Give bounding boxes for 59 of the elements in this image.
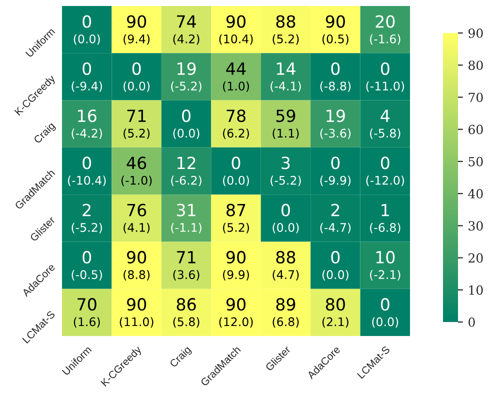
data-label: 0 (-0.5): [72, 250, 102, 280]
data-label: 46 (-1.0): [121, 156, 152, 186]
data-label: 10 (-2.1): [370, 250, 400, 280]
data-label: 2 (-4.7): [320, 204, 351, 234]
data-label: 4 (-5.8): [370, 110, 400, 140]
color-bar-label: 50: [468, 156, 483, 166]
data-label: 0 (-12.0): [366, 156, 404, 186]
color-bar-label: 0: [468, 317, 475, 327]
data-label: 88 (5.2): [272, 15, 299, 45]
data-label: 80 (2.1): [322, 298, 348, 328]
data-label: 78 (6.2): [223, 109, 249, 140]
data-label: 0 (0.0): [272, 204, 299, 234]
data-label: 86 (5.8): [173, 298, 200, 328]
data-label: 90 (0.5): [322, 15, 348, 45]
color-bar-label: 40: [468, 189, 483, 198]
data-label: 19 (-3.6): [320, 109, 351, 140]
data-label: 90 (8.8): [124, 250, 150, 280]
color-bar-label: 60: [468, 124, 483, 134]
color-bar-label: 70: [468, 92, 483, 102]
data-label: 44 (1.0): [223, 62, 249, 92]
data-label: 3 (-5.2): [270, 156, 301, 186]
data-label: 12 (-6.2): [171, 156, 202, 186]
data-label: 71 (5.2): [124, 110, 150, 140]
data-label: 16 (-4.2): [72, 109, 102, 140]
data-label: 1 (-6.8): [370, 204, 400, 234]
data-label: 88 (4.7): [272, 250, 299, 280]
data-label: 0 (-9.4): [72, 62, 102, 92]
data-label: 0 (-11.0): [366, 62, 404, 92]
data-label: 0 (-8.8): [320, 62, 351, 92]
data-label: 59 (1.1): [272, 109, 299, 140]
color-bar-label: 80: [468, 60, 483, 70]
data-label: 20 (-1.6): [370, 15, 400, 45]
data-label: 0 (0.0): [124, 62, 150, 92]
data-label: 90 (12.0): [219, 298, 253, 328]
data-label: 0 (0.0): [173, 109, 200, 140]
data-label: 89 (6.8): [272, 298, 299, 328]
data-label: 90 (9.9): [223, 250, 249, 280]
data-label: 71 (3.6): [173, 251, 200, 280]
data-label: 0 (-9.9): [320, 156, 351, 186]
color-bar-label: 20: [468, 253, 483, 263]
data-label: 90 (10.4): [219, 15, 253, 45]
data-label: 70 (1.6): [74, 298, 100, 328]
data-label: 87 (5.2): [223, 204, 249, 234]
data-label: 19 (-5.2): [171, 62, 202, 92]
color-bar-label: 30: [468, 221, 483, 231]
color-bar-label: 90: [468, 28, 483, 38]
data-label: 0 (0.0): [322, 250, 348, 280]
data-label: 90 (9.4): [124, 15, 150, 45]
data-label: 2 (-5.2): [72, 204, 102, 234]
data-label: 0 (0.0): [372, 298, 398, 328]
data-label: 74 (4.2): [173, 15, 200, 45]
data-label: 90 (11.0): [120, 298, 154, 328]
data-label: 0 (0.0): [223, 156, 249, 186]
data-label: 0 (0.0): [74, 15, 100, 45]
data-label: 76 (4.1): [124, 204, 150, 234]
color-bar-label: 10: [469, 285, 483, 295]
data-label: 31 (-1.1): [171, 204, 202, 234]
data-label: 0 (-10.4): [68, 156, 106, 186]
data-label: 14 (-4.1): [270, 62, 301, 92]
